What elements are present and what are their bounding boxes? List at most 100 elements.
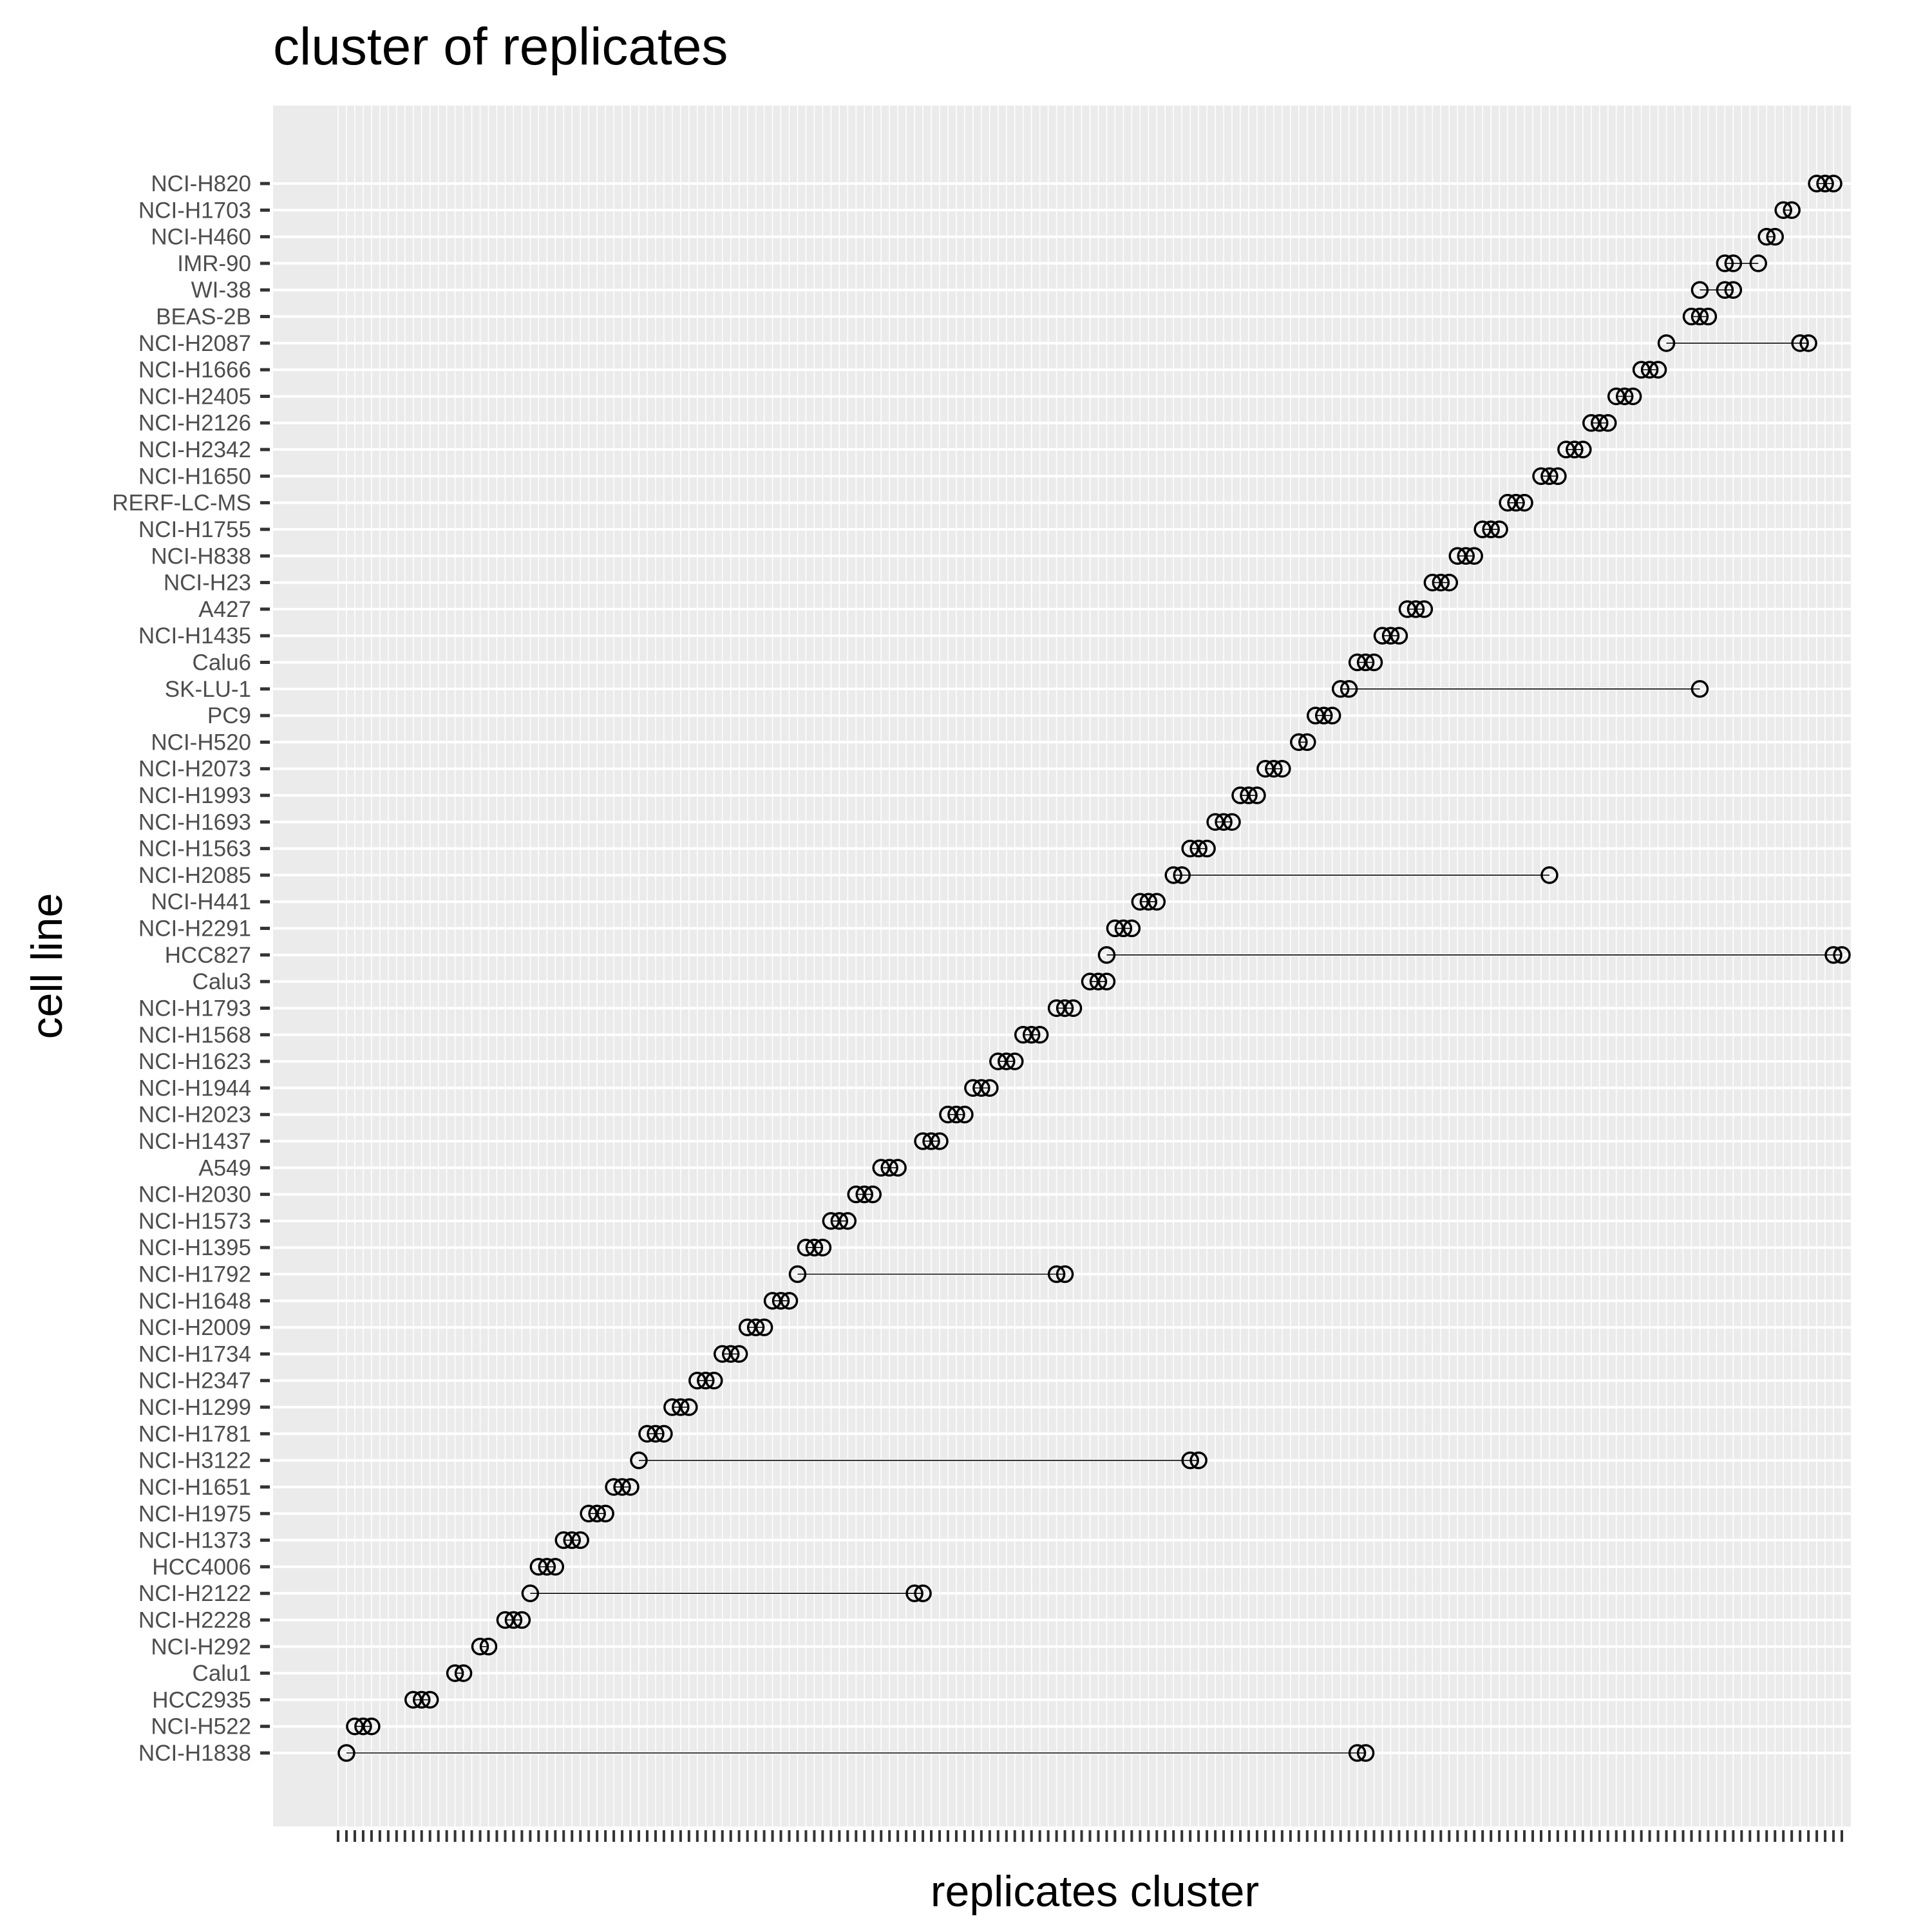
data-point: [705, 1371, 723, 1390]
data-point: [1473, 520, 1492, 538]
y-tick-label: NCI-H520: [151, 730, 251, 755]
y-tick-label: HCC4006: [152, 1555, 251, 1580]
data-point: [1097, 972, 1116, 990]
data-point: [1390, 627, 1408, 645]
y-tick-label: NCI-H1568: [138, 1023, 251, 1048]
data-point: [479, 1638, 498, 1656]
data-point: [1273, 759, 1291, 778]
y-tick-label: RERF-LC-MS: [112, 491, 251, 516]
y-tick-label: NCI-H1299: [138, 1395, 251, 1420]
y-tick-label: NCI-H2030: [138, 1182, 251, 1208]
data-point: [647, 1425, 665, 1443]
data-point: [1081, 972, 1099, 990]
data-point: [1690, 307, 1709, 326]
y-tick-label: NCI-H2085: [138, 863, 251, 888]
data-point: [1089, 972, 1108, 990]
data-point: [697, 1371, 715, 1390]
data-point: [1030, 1026, 1049, 1044]
data-point: [1131, 893, 1150, 911]
y-tick-label: NCI-H1781: [138, 1421, 251, 1446]
data-point: [1398, 600, 1417, 618]
data-point: [1423, 573, 1442, 592]
y-tick-label: NCI-H522: [151, 1714, 251, 1739]
data-point: [947, 1105, 965, 1124]
data-point: [1540, 467, 1558, 486]
data-point: [580, 1504, 598, 1523]
data-point: [939, 1105, 957, 1124]
data-point: [471, 1638, 489, 1656]
data-point: [1189, 1451, 1208, 1470]
y-tick-label: NCI-H1623: [138, 1049, 251, 1074]
data-point: [1215, 813, 1233, 831]
data-point: [1599, 413, 1617, 432]
y-tick-label: NCI-H2073: [138, 757, 251, 782]
y-tick-label: NCI-H1755: [138, 517, 251, 542]
y-tick-label: A549: [198, 1155, 251, 1180]
data-point: [1783, 201, 1801, 220]
data-point: [1056, 1265, 1074, 1283]
data-point: [337, 1744, 355, 1762]
data-point: [1290, 733, 1308, 752]
y-tick-label: NCI-H2291: [138, 916, 251, 942]
y-axis-ticks: NCI-H820NCI-H1703NCI-H460IMR-90WI-38BEAS…: [112, 171, 270, 1766]
y-tick-label: NCI-H1573: [138, 1209, 251, 1234]
data-point: [1507, 493, 1525, 512]
data-point: [1799, 334, 1817, 352]
plot-panel: [273, 106, 1851, 1826]
data-point: [1415, 600, 1434, 618]
y-tick-label: Calu3: [193, 969, 251, 994]
data-point: [788, 1265, 807, 1283]
data-point: [1540, 866, 1558, 884]
data-point: [1256, 759, 1274, 778]
data-point: [730, 1345, 748, 1363]
y-tick-label: NCI-H1993: [138, 783, 251, 808]
y-tick-label: NCI-H3122: [138, 1448, 251, 1473]
data-point: [1582, 413, 1600, 432]
data-point: [763, 1292, 782, 1310]
data-point: [1808, 175, 1826, 193]
data-point: [1206, 813, 1224, 831]
data-point: [1198, 839, 1216, 858]
data-point: [880, 1159, 898, 1177]
data-point: [638, 1425, 656, 1443]
data-point: [1014, 1026, 1032, 1044]
data-point: [1106, 919, 1124, 938]
y-tick-label: NCI-H1651: [138, 1475, 251, 1500]
y-tick-label: NCI-H1666: [138, 357, 251, 383]
data-point: [738, 1318, 757, 1336]
data-point: [1791, 334, 1809, 352]
y-tick-label: NCI-H1944: [138, 1075, 251, 1101]
y-tick-label: NCI-H2023: [138, 1103, 251, 1128]
data-point: [1557, 440, 1575, 459]
data-point: [1757, 227, 1776, 246]
y-tick-label: NCI-H1648: [138, 1289, 251, 1314]
data-point: [721, 1345, 740, 1363]
data-point: [713, 1345, 732, 1363]
data-point: [1356, 653, 1375, 672]
data-point: [1549, 467, 1567, 486]
data-point: [605, 1478, 623, 1496]
data-point: [596, 1504, 614, 1523]
data-point: [1331, 680, 1350, 698]
data-point: [1682, 307, 1701, 326]
data-point: [1056, 999, 1074, 1018]
data-point: [1766, 227, 1784, 246]
data-point: [1499, 493, 1517, 512]
data-point: [746, 1318, 765, 1336]
data-point: [1122, 919, 1141, 938]
y-tick-label: NCI-H460: [151, 225, 251, 250]
data-point: [1231, 786, 1249, 804]
y-tick-label: NCI-H1437: [138, 1129, 251, 1154]
data-point: [998, 1052, 1016, 1070]
data-point: [1097, 946, 1116, 964]
data-point: [1724, 281, 1743, 299]
data-point: [1173, 866, 1191, 884]
data-point: [630, 1451, 648, 1470]
data-point: [621, 1478, 639, 1496]
data-point: [1006, 1052, 1024, 1070]
data-point: [504, 1611, 523, 1629]
data-point: [1465, 547, 1483, 565]
y-tick-label: NCI-H23: [164, 571, 251, 596]
y-tick-label: NCI-H1734: [138, 1341, 251, 1367]
y-tick-label: NCI-H1975: [138, 1501, 251, 1526]
